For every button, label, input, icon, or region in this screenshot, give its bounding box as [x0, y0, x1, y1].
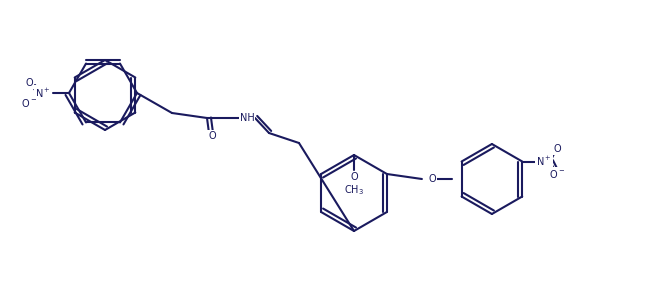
Text: O: O	[208, 131, 216, 141]
Text: O$^-$: O$^-$	[549, 168, 565, 180]
Text: O: O	[553, 145, 561, 155]
Text: NH: NH	[239, 113, 254, 123]
Text: O: O	[25, 78, 33, 88]
Text: CH$_3$: CH$_3$	[344, 183, 364, 197]
Text: N$^+$: N$^+$	[536, 155, 552, 168]
Text: O: O	[428, 174, 435, 184]
Text: O$^-$: O$^-$	[21, 97, 37, 109]
Text: O: O	[350, 172, 358, 182]
Text: N$^+$: N$^+$	[35, 86, 50, 100]
